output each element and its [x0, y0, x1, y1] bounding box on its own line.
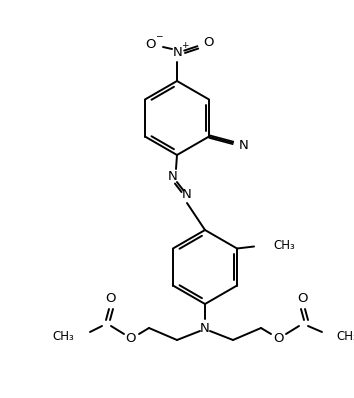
Text: O: O — [126, 332, 136, 345]
Text: +: + — [181, 41, 189, 49]
Text: N: N — [239, 139, 249, 152]
Text: CH₃: CH₃ — [336, 330, 354, 343]
Text: CH₃: CH₃ — [273, 239, 295, 252]
Text: O: O — [106, 291, 116, 304]
Text: O: O — [298, 291, 308, 304]
Text: −: − — [155, 31, 163, 41]
Text: N: N — [200, 322, 210, 334]
Text: N: N — [182, 189, 192, 201]
Text: O: O — [145, 37, 155, 51]
Text: O: O — [274, 332, 284, 345]
Text: N: N — [173, 45, 183, 59]
Text: O: O — [203, 37, 213, 49]
Text: N: N — [168, 170, 178, 183]
Text: CH₃: CH₃ — [52, 330, 74, 343]
